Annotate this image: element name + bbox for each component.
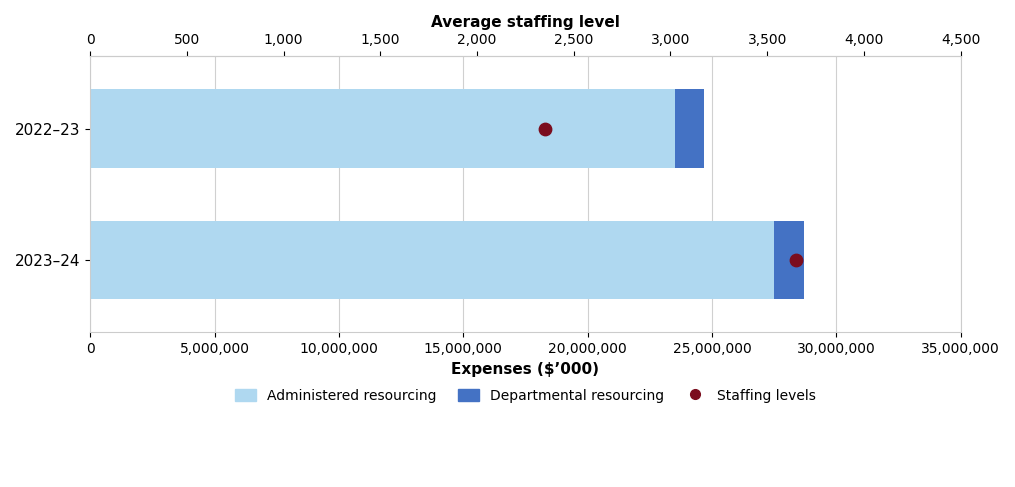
Staffing levels: [537, 125, 553, 132]
Bar: [774, 221, 804, 300]
Bar: [90, 221, 774, 300]
X-axis label: Average staffing level: Average staffing level: [431, 15, 620, 30]
Legend: Administered resourcing, Departmental resourcing, Staffing levels: Administered resourcing, Departmental re…: [229, 383, 821, 408]
Staffing levels: [788, 256, 804, 264]
X-axis label: Expenses ($’000): Expenses ($’000): [452, 362, 600, 376]
Bar: [675, 89, 704, 168]
Bar: [90, 89, 675, 168]
